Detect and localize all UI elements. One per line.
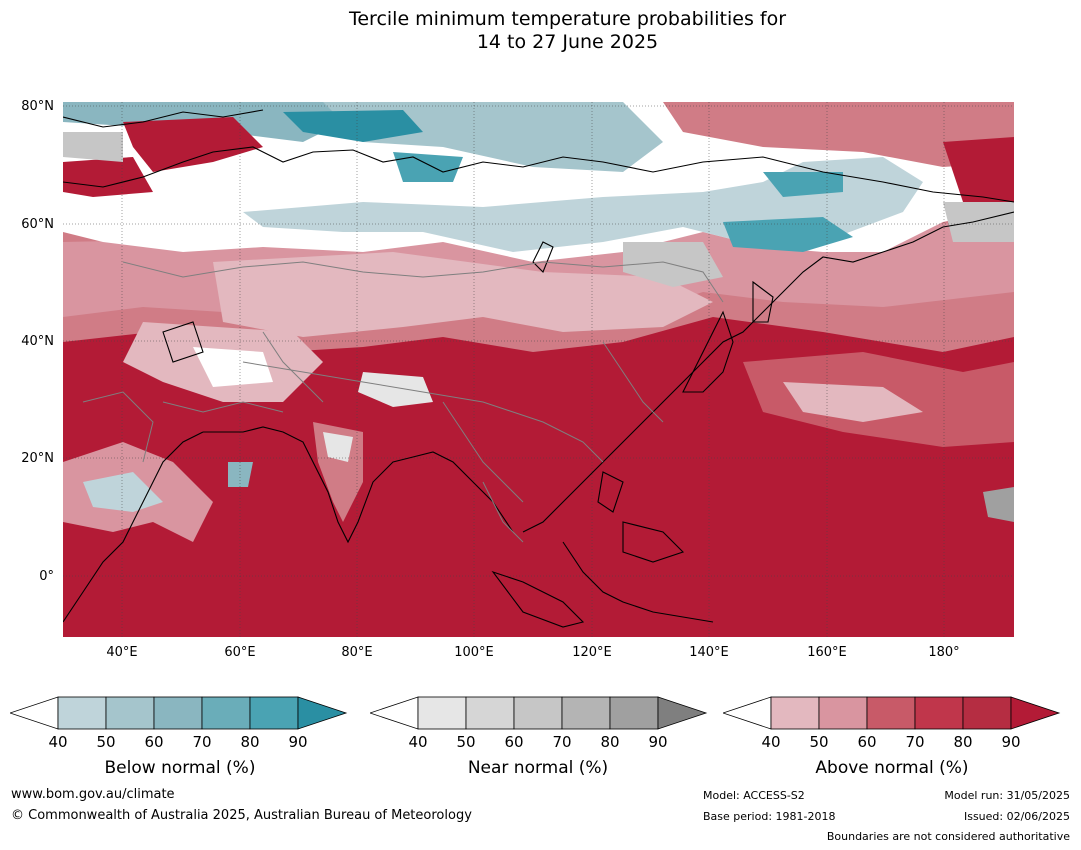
copyright-text: © Commonwealth of Australia 2025, Austra…	[11, 808, 472, 823]
colorbar-above-normal	[721, 696, 1061, 734]
disclaimer-text: Boundaries are not considered authoritat…	[826, 830, 1070, 843]
region-above-90-chukotka	[943, 137, 1014, 207]
region-near-40-india	[323, 432, 353, 462]
region-above-60-arctic	[663, 102, 1014, 167]
lon-label-40e: 40°E	[106, 645, 138, 660]
colorbar-below-normal	[8, 696, 348, 734]
colorbar-segment	[57, 696, 107, 730]
model-run-text: Model run: 31/05/2025	[944, 789, 1070, 802]
tick-near-50: 50	[456, 733, 476, 751]
region-below-80-east	[723, 217, 853, 252]
region-low-probability-kazakh	[193, 347, 273, 387]
title-line-2: 14 to 27 June 2025	[476, 31, 659, 53]
colorbar-segment	[513, 696, 563, 730]
lon-label-180: 180°	[928, 645, 960, 660]
tick-above-60: 60	[857, 733, 877, 751]
region-above-90-scandinavia	[123, 117, 263, 172]
colorbar-segment	[914, 696, 964, 730]
tick-below-80: 80	[240, 733, 260, 751]
colorbar-segment	[770, 696, 820, 730]
tick-below-70: 70	[192, 733, 212, 751]
lon-label-60e: 60°E	[224, 645, 256, 660]
lon-label-140e: 140°E	[689, 645, 729, 660]
region-above-40	[213, 252, 713, 337]
tick-near-90: 90	[648, 733, 668, 751]
title-line-1: Tercile minimum temperature probabilitie…	[348, 8, 787, 30]
colorbar-segment	[561, 696, 611, 730]
issued-text: Issued: 02/06/2025	[963, 810, 1070, 823]
tick-near-60: 60	[504, 733, 524, 751]
colorbar-segment	[866, 696, 916, 730]
region-below-80-yakutia	[763, 172, 843, 197]
coastlines	[63, 109, 1014, 628]
lat-label-40n: 40°N	[21, 334, 54, 349]
graticule	[63, 102, 1014, 637]
colorbar-above-label: Above normal (%)	[815, 758, 969, 778]
colorbar-near-normal	[368, 696, 708, 734]
lat-label-0: 0°	[39, 569, 54, 584]
region-below-60-arabian-sea	[228, 462, 253, 487]
base-period-text: Base period: 1981-2018	[703, 810, 836, 823]
colorbar-above-svg	[721, 696, 1061, 730]
region-near-80-pacific	[983, 487, 1014, 522]
colorbar-segment	[465, 696, 515, 730]
lon-label-80e: 80°E	[341, 645, 373, 660]
colorbar-below-svg	[8, 696, 348, 730]
region-below-90-arctic	[283, 110, 423, 142]
region-near-60-europe	[63, 132, 123, 162]
tick-near-80: 80	[600, 733, 620, 751]
tick-near-40: 40	[408, 733, 428, 751]
colorbar-near-label: Near normal (%)	[467, 758, 609, 778]
tick-above-70: 70	[905, 733, 925, 751]
tick-above-90: 90	[1001, 733, 1021, 751]
colorbar-segment	[962, 696, 1012, 730]
lat-label-60n: 60°N	[21, 217, 54, 232]
region-near-40-tibet	[358, 372, 433, 407]
region-above-90-europe	[63, 157, 153, 197]
tick-below-40: 40	[48, 733, 68, 751]
region-above-40-pacific	[783, 382, 923, 422]
colorbar-segment	[417, 696, 467, 730]
colorbar-below-label: Below normal (%)	[104, 758, 256, 778]
colorbar-segment	[201, 696, 251, 730]
region-near-60-bering	[943, 202, 1014, 242]
map-title: Tercile minimum temperature probabilitie…	[0, 8, 1081, 54]
lat-label-20n: 20°N	[21, 451, 54, 466]
tick-above-40: 40	[761, 733, 781, 751]
lon-label-100e: 100°E	[454, 645, 494, 660]
lon-label-120e: 120°E	[572, 645, 612, 660]
tick-below-90: 90	[288, 733, 308, 751]
map-svg	[63, 102, 1014, 637]
lat-label-80n: 80°N	[21, 99, 54, 114]
country-borders	[82, 261, 724, 543]
lon-label-160e: 160°E	[807, 645, 847, 660]
colorbar-near-svg	[368, 696, 708, 730]
region-below-80-taymyr	[393, 152, 463, 182]
tick-below-50: 50	[96, 733, 116, 751]
probability-map	[63, 102, 1014, 637]
colorbar-segment	[818, 696, 868, 730]
tick-above-80: 80	[953, 733, 973, 751]
colorbar-segment	[249, 696, 299, 730]
website-link[interactable]: www.bom.gov.au/climate	[11, 787, 175, 802]
colorbar-segment	[609, 696, 659, 730]
tick-near-70: 70	[552, 733, 572, 751]
tick-above-50: 50	[809, 733, 829, 751]
colorbar-segment	[105, 696, 155, 730]
model-text: Model: ACCESS-S2	[703, 789, 805, 802]
tick-below-60: 60	[144, 733, 164, 751]
colorbar-segment	[153, 696, 203, 730]
